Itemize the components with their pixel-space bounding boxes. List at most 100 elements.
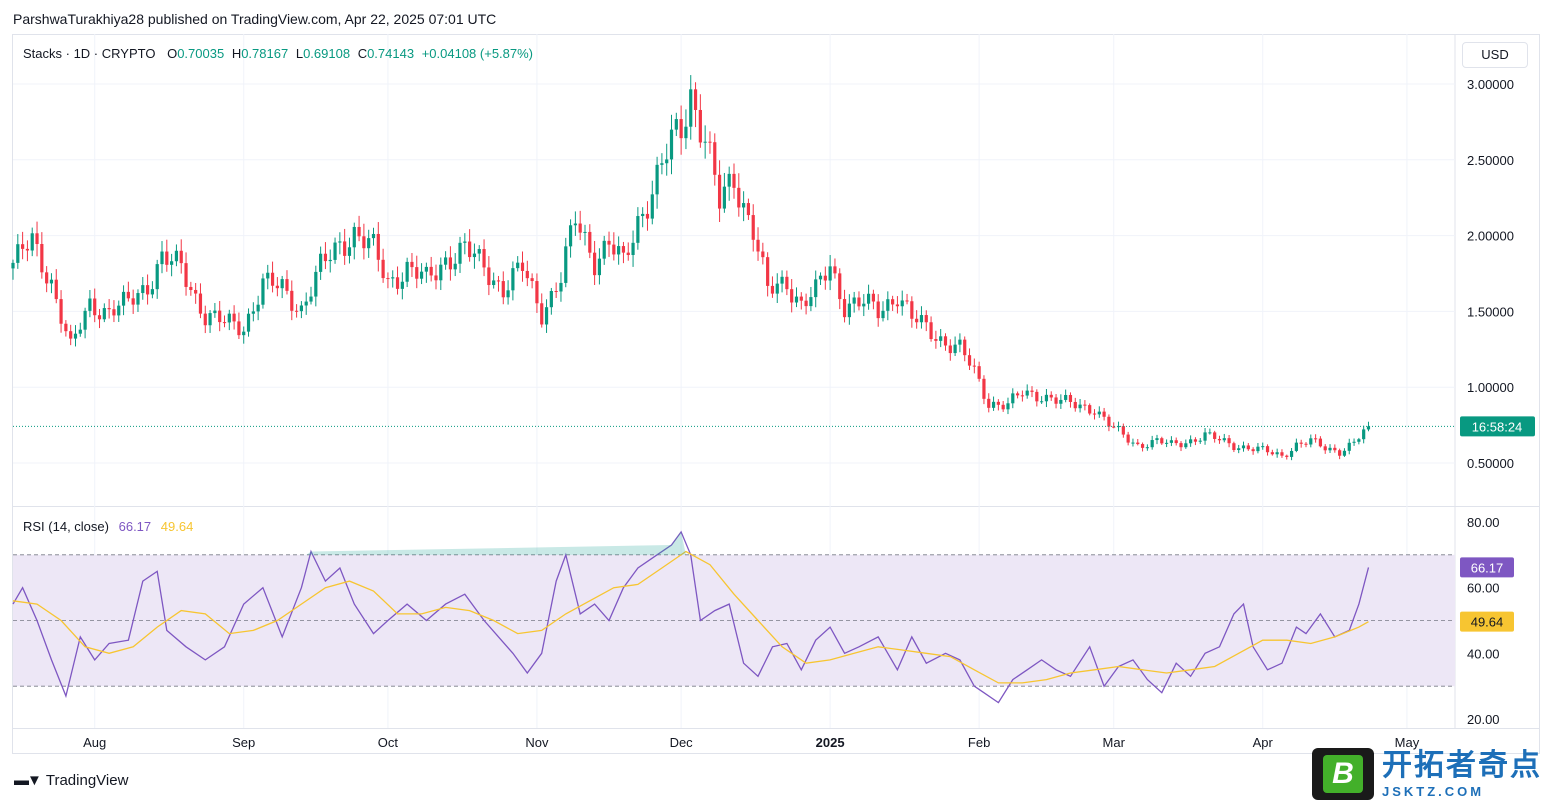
candle-body [362, 236, 366, 249]
candle-body [559, 282, 563, 292]
candle-body [40, 244, 44, 273]
candle-body [871, 293, 875, 302]
candle-body [1126, 434, 1130, 443]
candle-body [323, 253, 328, 262]
candle-body [564, 246, 568, 283]
candle-body [237, 321, 241, 336]
watermark: B 开拓者奇点 JSKTZ.COM [1312, 748, 1542, 800]
time-tick-label: May [1395, 735, 1420, 750]
currency-button[interactable]: USD [1462, 42, 1528, 68]
candle-body [93, 298, 97, 316]
candle-body [477, 249, 481, 254]
symbol-legend: Stacks · 1D · CRYPTO O0.70035 H0.78167 L… [23, 46, 533, 61]
candle-body [953, 344, 957, 354]
candle-body [1020, 395, 1024, 397]
candle-body [1107, 416, 1111, 427]
candle-body [1261, 446, 1265, 448]
candle-body [1040, 401, 1044, 403]
rsi-value-badge-label: 66.17 [1471, 560, 1504, 575]
candle-body [766, 257, 770, 286]
time-tick-label: Oct [378, 735, 399, 750]
candle-body [660, 163, 664, 165]
candle-body [35, 233, 39, 245]
candle-body [1165, 442, 1169, 444]
candle-body [54, 279, 58, 300]
rsi-value: 66.17 [118, 519, 152, 534]
candle-body [11, 262, 15, 269]
candle-body [1265, 446, 1270, 453]
candle-body [506, 290, 510, 298]
candle-body [919, 315, 924, 323]
candle-body [270, 272, 275, 286]
candle-body [338, 241, 342, 243]
candle-body [1309, 438, 1313, 445]
candle-body [1030, 390, 1034, 392]
candle-body [1006, 403, 1010, 410]
rsi-label[interactable]: RSI (14, close) [23, 519, 109, 534]
candle-body [530, 278, 534, 282]
candle-body [218, 310, 222, 323]
candle-body [852, 297, 856, 304]
candle-body [1011, 393, 1015, 404]
candle-body [405, 261, 409, 282]
candle-body [751, 215, 755, 240]
candle-body [1088, 405, 1092, 414]
candle-body [1347, 442, 1351, 451]
candle-body [1068, 394, 1073, 402]
price-tick-label: 2.50000 [1467, 153, 1514, 168]
candle-body [987, 398, 991, 408]
close-value: 0.74143 [367, 46, 415, 61]
candle-body [1145, 447, 1149, 449]
rsi-ma-badge [1460, 611, 1514, 632]
candle-body [107, 308, 111, 310]
candle-body [16, 244, 20, 263]
rsi-overbought-fill [306, 531, 686, 555]
candle-body [83, 310, 87, 330]
rsi-legend: RSI (14, close) 66.17 49.64 [23, 519, 193, 534]
candle-body [463, 241, 467, 243]
candle-body [145, 285, 150, 295]
candle-body [727, 173, 731, 187]
candle-body [232, 313, 236, 322]
candle-body [1275, 452, 1279, 455]
candle-body [645, 213, 650, 219]
candle-body [982, 378, 986, 399]
candle-body [112, 309, 116, 316]
candle-body [722, 186, 726, 209]
candle-body [213, 310, 217, 314]
candle-body [251, 311, 255, 314]
candle-body [535, 281, 539, 304]
candle-body [780, 276, 784, 284]
candle-body [612, 244, 616, 255]
rsi-value-badge [1460, 557, 1514, 578]
rsi-tick-label: 20.00 [1467, 712, 1500, 727]
candle-body [876, 301, 880, 319]
tradingview-logo[interactable]: ▬▼ TradingView [14, 772, 128, 789]
candle-body [900, 300, 904, 307]
candle-body [468, 241, 472, 258]
candle-body [1025, 390, 1029, 396]
low-label: L [295, 46, 304, 61]
candle-body [1174, 440, 1178, 444]
candle-body [511, 268, 515, 291]
candle-body [208, 313, 212, 326]
price-tick-label: 1.00000 [1467, 380, 1514, 395]
candle-body [88, 298, 92, 311]
candle-body [549, 291, 553, 308]
time-tick-label: Mar [1103, 735, 1126, 750]
candle-body [347, 247, 352, 256]
candle-body [775, 283, 779, 294]
candle-body [1189, 439, 1193, 444]
candle-body [198, 293, 203, 314]
candle-body [833, 266, 837, 274]
candle-body [1112, 426, 1116, 428]
candle-body [857, 297, 861, 307]
tradingview-logo-text: TradingView [45, 772, 129, 789]
candle-body [165, 251, 169, 265]
candle-body [170, 261, 174, 265]
candle-body [333, 242, 337, 260]
symbol-name[interactable]: Stacks · 1D · CRYPTO [23, 46, 156, 61]
candle-body [184, 263, 188, 287]
candle-body [1314, 438, 1318, 440]
